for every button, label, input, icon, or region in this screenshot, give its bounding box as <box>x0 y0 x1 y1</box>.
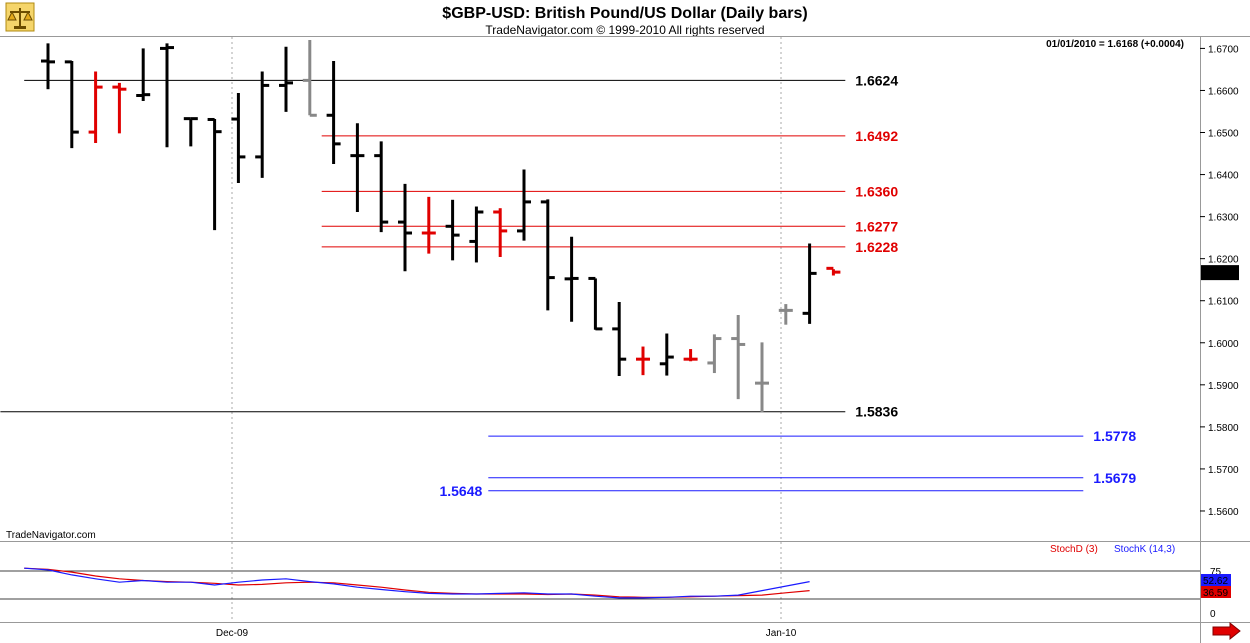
level-label: 1.6492 <box>855 128 898 144</box>
ohlc-bar <box>41 43 55 90</box>
level-label: 1.5836 <box>855 404 898 420</box>
y-tick-label: 1.5800 <box>1208 423 1239 434</box>
time-axis-divider <box>0 622 1250 623</box>
ohlc-bar <box>683 349 698 362</box>
y-tick-label: 1.5600 <box>1208 507 1239 518</box>
stochd-value: 36.59 <box>1203 588 1228 599</box>
ohlc-bar <box>707 334 722 374</box>
stochastic-tick-label: 75 <box>1210 567 1222 578</box>
last-price-label: 1.6168 <box>1204 268 1235 279</box>
y-tick-label: 1.6200 <box>1208 255 1239 266</box>
y-tick-label: 1.6300 <box>1208 213 1239 224</box>
right-arrow-icon[interactable] <box>1212 621 1241 641</box>
chart-title: $GBP-USD: British Pound/US Dollar (Daily… <box>442 5 807 22</box>
level-label: 1.6277 <box>855 218 898 234</box>
level-label: 1.6228 <box>855 239 898 255</box>
stochk-line <box>24 567 810 599</box>
level-label: 1.6360 <box>855 183 898 199</box>
y-tick-label: 1.6100 <box>1208 297 1239 308</box>
quote-readout: 01/01/2010 = 1.6168 (+0.0004) <box>1046 39 1184 50</box>
stochastic-axis: 75 0 <box>1210 567 1222 620</box>
ohlc-bar <box>445 199 460 261</box>
last-price-marker: 1.6168 <box>1201 265 1239 281</box>
price-levels: 1.6624 1.6492 1.6360 1.6277 1.6228 1.5836 1.57… <box>0 72 1136 499</box>
legend-stochk: StochK (14,3) <box>1114 544 1175 555</box>
ohlc-bar <box>612 301 627 376</box>
y-tick-label: 1.5700 <box>1208 465 1239 476</box>
panel-divider <box>0 541 1250 542</box>
ohlc-bar <box>755 342 769 413</box>
y-tick-label: 1.6400 <box>1208 171 1239 182</box>
ohlc-bar <box>469 206 484 263</box>
ohlc-bar <box>160 43 174 148</box>
date-gridlines <box>231 37 782 622</box>
header-divider <box>0 36 1250 37</box>
y-tick-label: 1.6000 <box>1208 339 1239 350</box>
level-label: 1.5778 <box>1093 428 1136 444</box>
price-bars <box>41 40 841 413</box>
ohlc-bar <box>374 141 389 233</box>
ohlc-bar <box>493 208 508 257</box>
y-tick-label: 1.6600 <box>1208 86 1239 97</box>
ohlc-bar <box>731 315 746 400</box>
y-tick-label: 1.5900 <box>1208 381 1239 392</box>
x-tick-dec-09: Dec-09 <box>216 628 249 639</box>
ohlc-bar <box>636 346 650 376</box>
ohlc-bar <box>64 60 79 149</box>
stochastic-reference-lines <box>0 570 1200 600</box>
stochk-value: 52.62 <box>1203 576 1228 587</box>
ohlc-bar <box>421 196 436 254</box>
ohlc-bar <box>136 48 151 101</box>
ohlc-bar <box>112 82 127 134</box>
x-tick-jan-10: Jan-10 <box>766 628 797 639</box>
stochastic-value-labels: 52.62 36.59 <box>1201 574 1231 599</box>
y-tick-label: 1.6500 <box>1208 129 1239 140</box>
price-axis: 1.6700 1.6600 1.6500 1.6400 1.6300 1.6200 1.61… <box>1200 44 1239 518</box>
legend-stochd: StochD (3) <box>1050 544 1098 555</box>
ohlc-bar <box>350 123 365 212</box>
ohlc-bar <box>802 243 817 324</box>
level-label: 1.6624 <box>855 72 898 88</box>
level-label: 1.5648 <box>439 483 482 499</box>
ohlc-bar <box>183 117 198 147</box>
ohlc-bar <box>517 169 531 241</box>
ohlc-bar <box>540 199 555 311</box>
stochastic-tick-label: 0 <box>1210 609 1216 620</box>
ohlc-bar <box>231 92 246 183</box>
ohlc-bar <box>279 46 293 112</box>
stochastic-lines <box>24 567 810 599</box>
chart-copyright: TradeNavigator.com © 1999-2010 All right… <box>485 23 764 37</box>
ohlc-bar <box>588 276 603 331</box>
ohlc-bar <box>326 61 341 165</box>
ohlc-bar <box>398 183 412 272</box>
ohlc-bar <box>778 304 793 325</box>
ohlc-bar <box>564 236 579 322</box>
title-logo <box>5 2 35 32</box>
y-tick-label: 1.6700 <box>1208 44 1239 55</box>
scales-icon <box>5 2 35 32</box>
price-axis-divider <box>1200 36 1201 643</box>
ohlc-bar <box>88 71 103 144</box>
watermark: TradeNavigator.com <box>6 530 96 541</box>
ohlc-bar <box>255 71 270 178</box>
ohlc-bar <box>659 333 674 376</box>
level-label: 1.5679 <box>1093 470 1136 486</box>
ohlc-bar <box>826 266 841 276</box>
ohlc-bar <box>302 40 317 117</box>
ohlc-bar <box>207 117 222 231</box>
